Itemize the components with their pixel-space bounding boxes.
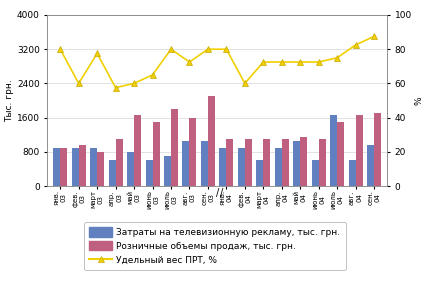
Bar [116,139,123,186]
Bar [337,122,344,186]
Bar [293,141,300,186]
Bar [164,156,171,186]
Bar [97,152,104,186]
Legend: Затраты на телевизионную рекламу, тыс. грн., Розничные объемы продаж, тыс. грн.,: Затраты на телевизионную рекламу, тыс. г… [84,222,346,270]
Bar [256,160,263,186]
Bar [282,139,289,186]
Bar [153,122,160,186]
Bar [330,116,337,186]
Bar [349,160,356,186]
Bar [201,141,208,186]
Bar [79,146,86,186]
Y-axis label: Тыс. грн.: Тыс. грн. [5,79,14,122]
Text: /: / [216,188,220,198]
Bar [72,148,79,186]
Y-axis label: %: % [415,96,424,105]
Bar [109,160,116,186]
Bar [238,148,245,186]
Bar [53,148,60,186]
Text: /: / [220,188,224,198]
Bar [263,139,270,186]
Bar [134,116,141,186]
Bar [245,139,252,186]
Bar [319,139,326,186]
Bar [374,113,381,186]
Bar [275,148,282,186]
Bar [90,148,97,186]
Bar [127,152,134,186]
Bar [219,148,226,186]
Bar [208,96,215,186]
Bar [145,160,153,186]
Bar [312,160,319,186]
Bar [300,137,307,186]
Bar [182,141,190,186]
Bar [190,118,197,186]
Bar [60,148,67,186]
Bar [171,109,178,186]
Bar [226,139,233,186]
Bar [356,116,362,186]
Bar [367,146,374,186]
